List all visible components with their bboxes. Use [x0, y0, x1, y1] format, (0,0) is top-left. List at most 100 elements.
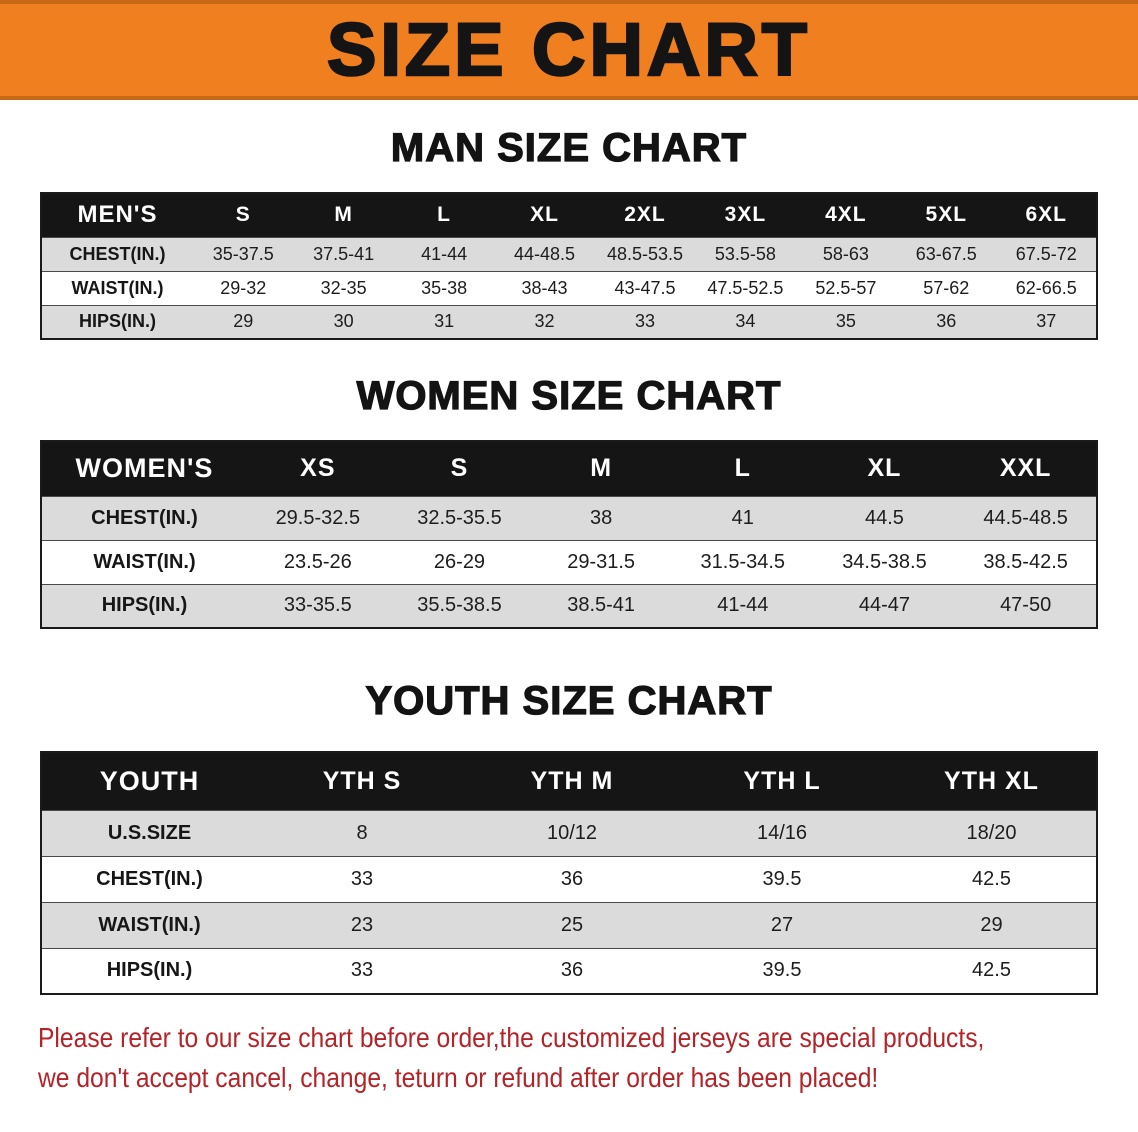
size-value-cell: 33-35.5 [247, 583, 389, 629]
table-row: CHEST(IN.) 35-37.5 37.5-41 41-44 44-48.5 48.5… [41, 236, 1097, 272]
size-value-cell: 38.5-41 [530, 583, 672, 629]
table-title-cell: WOMEN'S [41, 441, 247, 496]
youth-chart-heading: YOUTH SIZE CHART [365, 678, 773, 723]
table-title-cell: MEN'S [41, 193, 193, 237]
size-value-cell: 31 [393, 304, 495, 340]
size-column-header: M [293, 193, 394, 237]
size-value-cell: 38-43 [494, 270, 595, 306]
row-label: HIPS(IN.) [41, 304, 193, 340]
row-label: WAIST(IN.) [41, 270, 193, 306]
size-value-cell: 58-63 [795, 236, 897, 272]
size-value-cell: 31.5-34.5 [671, 539, 814, 585]
size-column-header: 5XL [896, 193, 997, 237]
size-column-header: 6XL [996, 193, 1097, 237]
size-value-cell: 25 [467, 901, 677, 949]
size-column-header: L [393, 193, 495, 237]
size-value-cell: 10/12 [467, 809, 677, 857]
size-value-cell: 29 [193, 304, 294, 340]
size-value-cell: 42.5 [887, 947, 1097, 995]
size-column-header: YTH L [677, 752, 887, 810]
size-value-cell: 29.5-32.5 [247, 495, 389, 541]
disclaimer-line-2: we don't accept cancel, change, teturn o… [38, 1062, 879, 1094]
size-value-cell: 35-37.5 [193, 236, 294, 272]
size-value-cell: 48.5-53.5 [594, 236, 696, 272]
size-column-header: XL [494, 193, 595, 237]
table-row: CHEST(IN.) 33 36 39.5 42.5 [41, 855, 1097, 903]
size-value-cell: 57-62 [896, 270, 997, 306]
size-value-cell: 37 [996, 304, 1097, 340]
size-value-cell: 32-35 [293, 270, 394, 306]
size-value-cell: 44.5 [813, 495, 956, 541]
row-label: HIPS(IN.) [41, 947, 257, 995]
table-row: CHEST(IN.) 29.5-32.5 32.5-35.5 38 41 44.5 44.5… [41, 495, 1097, 541]
banner: SIZE CHART [0, 0, 1138, 100]
size-value-cell: 33 [257, 947, 467, 995]
size-column-header: 3XL [695, 193, 796, 237]
row-label: WAIST(IN.) [41, 901, 257, 949]
table-header-row: WOMEN'S XS S M L XL XXL [41, 441, 1097, 496]
size-value-cell: 37.5-41 [293, 236, 394, 272]
size-column-header: YTH S [257, 752, 467, 810]
size-column-header: M [530, 441, 672, 496]
row-label: WAIST(IN.) [41, 539, 247, 585]
row-label: U.S.SIZE [41, 809, 257, 857]
size-value-cell: 39.5 [677, 855, 887, 903]
size-value-cell: 35 [795, 304, 897, 340]
size-value-cell: 34.5-38.5 [813, 539, 956, 585]
size-value-cell: 43-47.5 [594, 270, 696, 306]
size-value-cell: 41-44 [671, 583, 814, 629]
table-row: HIPS(IN.) 33-35.5 35.5-38.5 38.5-41 41-44 44-… [41, 583, 1097, 629]
size-column-header: YTH XL [887, 752, 1097, 810]
size-value-cell: 14/16 [677, 809, 887, 857]
row-label: CHEST(IN.) [41, 236, 193, 272]
size-column-header: L [671, 441, 814, 496]
size-value-cell: 67.5-72 [996, 236, 1097, 272]
women-size-table: WOMEN'S XS S M L XL XXL CHEST(IN.) 29.5-32.5 32.5… [40, 440, 1098, 629]
size-column-header: 4XL [795, 193, 897, 237]
size-value-cell: 32 [494, 304, 595, 340]
size-value-cell: 29-32 [193, 270, 294, 306]
size-value-cell: 34 [695, 304, 796, 340]
size-value-cell: 26-29 [388, 539, 531, 585]
size-value-cell: 52.5-57 [795, 270, 897, 306]
size-value-cell: 47-50 [955, 583, 1097, 629]
table-row: WAIST(IN.) 23.5-26 26-29 29-31.5 31.5-34.5 34… [41, 539, 1097, 585]
row-label: CHEST(IN.) [41, 495, 247, 541]
table-title-cell: YOUTH [41, 752, 257, 810]
size-value-cell: 41 [671, 495, 814, 541]
table-row: WAIST(IN.) 23 25 27 29 [41, 901, 1097, 949]
size-value-cell: 38 [530, 495, 672, 541]
size-value-cell: 35-38 [393, 270, 495, 306]
size-value-cell: 29-31.5 [530, 539, 672, 585]
table-row: HIPS(IN.) 29 30 31 32 33 34 35 36 37 [41, 304, 1097, 340]
size-column-header: 2XL [594, 193, 696, 237]
size-value-cell: 44-47 [813, 583, 956, 629]
size-value-cell: 53.5-58 [695, 236, 796, 272]
size-chart-page: SIZE CHART MAN SIZE CHART MEN'S S M L XL 2XL 3… [0, 0, 1138, 1094]
size-value-cell: 8 [257, 809, 467, 857]
size-value-cell: 23.5-26 [247, 539, 389, 585]
size-value-cell: 38.5-42.5 [955, 539, 1097, 585]
size-value-cell: 33 [257, 855, 467, 903]
size-value-cell: 36 [467, 855, 677, 903]
size-value-cell: 27 [677, 901, 887, 949]
row-label: HIPS(IN.) [41, 583, 247, 629]
size-value-cell: 63-67.5 [896, 236, 997, 272]
size-value-cell: 44-48.5 [494, 236, 595, 272]
size-column-header: XS [247, 441, 389, 496]
table-row: WAIST(IN.) 29-32 32-35 35-38 38-43 43-47.5 47.… [41, 270, 1097, 306]
table-row: U.S.SIZE 8 10/12 14/16 18/20 [41, 809, 1097, 857]
disclaimer-line-1: Please refer to our size chart before or… [38, 1022, 985, 1053]
size-value-cell: 62-66.5 [996, 270, 1097, 306]
size-value-cell: 30 [293, 304, 394, 340]
size-value-cell: 39.5 [677, 947, 887, 995]
size-value-cell: 23 [257, 901, 467, 949]
size-value-cell: 47.5-52.5 [695, 270, 796, 306]
man-size-chart-section: MAN SIZE CHART MEN'S S M L XL 2XL 3XL 4XL 5XL 6XL… [0, 125, 1138, 340]
youth-size-table: YOUTH YTH S YTH M YTH L YTH XL U.S.SIZE 8 10/12… [40, 751, 1098, 995]
size-value-cell: 18/20 [887, 809, 1097, 857]
table-row: HIPS(IN.) 33 36 39.5 42.5 [41, 947, 1097, 995]
size-value-cell: 35.5-38.5 [388, 583, 531, 629]
man-chart-heading: MAN SIZE CHART [390, 125, 748, 170]
youth-size-chart-section: YOUTH SIZE CHART YOUTH YTH S YTH M YTH L YTH… [0, 678, 1138, 995]
